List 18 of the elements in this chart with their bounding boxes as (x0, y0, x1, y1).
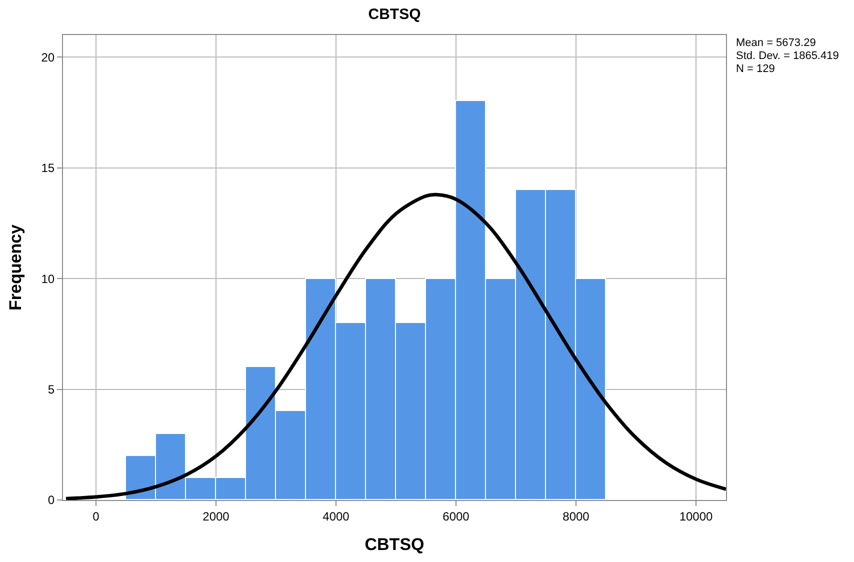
x-tick-label: 6000 (442, 509, 470, 524)
x-tick-label: 4000 (322, 509, 350, 524)
chart-title: CBTSQ (368, 6, 422, 23)
y-tick-label: 10 (41, 272, 55, 286)
x-tick-label: 10000 (679, 509, 714, 524)
text: Std. Dev. = 1865.419 (736, 50, 839, 62)
line-series (64, 192, 726, 500)
x-tick-label: 8000 (562, 509, 590, 524)
y-tick-label: 5 (48, 382, 55, 396)
y-tick-label: 0 (48, 493, 55, 508)
x-tick-label: 2000 (202, 509, 230, 524)
x-axis-title: CBTSQ (364, 534, 424, 554)
y-tick-label: 15 (41, 161, 55, 176)
x-tick-label: 0 (92, 509, 100, 524)
text: Mean = 5673.29 (736, 37, 816, 49)
y-tick-label: 20 (41, 50, 55, 64)
text: N = 129 (736, 63, 775, 75)
y-axis-title: Frequency (6, 224, 25, 310)
